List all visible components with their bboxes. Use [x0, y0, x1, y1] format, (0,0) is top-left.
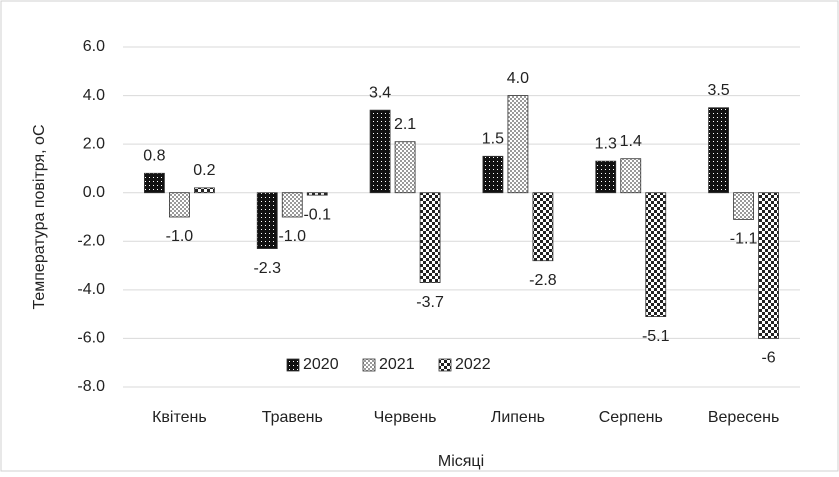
data-label: 4.0: [507, 70, 529, 87]
y-tick-label: 4.0: [83, 87, 105, 104]
data-label: -0.1: [303, 206, 331, 223]
bar: [708, 107, 729, 194]
x-tick-label: Травень: [262, 409, 323, 426]
legend-label: 2021: [379, 356, 415, 373]
bar: [169, 192, 190, 218]
data-label: 1.4: [620, 133, 642, 150]
bar: [194, 187, 215, 194]
bar: [306, 192, 328, 196]
data-label: -2.3: [253, 260, 281, 277]
bar: [144, 172, 165, 194]
bar: [482, 155, 504, 194]
x-tick-label: Червень: [374, 409, 437, 426]
y-tick-label: 6.0: [83, 38, 105, 55]
legend-swatch: [362, 358, 376, 372]
bar: [758, 192, 779, 339]
bar: [394, 141, 416, 194]
y-axis-title: Температура повітря, оС: [31, 124, 48, 309]
data-label: 0.2: [193, 162, 215, 179]
y-tick-label: -4.0: [77, 281, 105, 298]
bar: [532, 192, 554, 262]
data-label: -2.8: [529, 272, 557, 289]
data-label: -1.0: [278, 228, 306, 245]
legend-label: 2020: [303, 356, 339, 373]
y-tick-label: -6.0: [77, 330, 105, 347]
data-label: -1.1: [730, 231, 758, 248]
data-label: 3.5: [707, 82, 729, 99]
legend-swatch: [286, 358, 300, 372]
bar: [507, 95, 529, 194]
x-tick-label: Вересень: [708, 409, 779, 426]
bar: [281, 192, 303, 218]
bar: [620, 158, 642, 194]
bar: [256, 192, 278, 249]
data-label: 1.5: [482, 131, 504, 148]
legend-label: 2022: [455, 356, 491, 373]
bar: [419, 192, 441, 283]
y-tick-label: 2.0: [83, 135, 105, 152]
x-tick-label: Квітень: [152, 409, 207, 426]
data-label: -1.0: [166, 228, 194, 245]
y-tick-label: -2.0: [77, 233, 105, 250]
bar: [733, 192, 754, 220]
y-tick-label: 0.0: [83, 184, 105, 201]
y-tick-label: -8.0: [77, 378, 105, 395]
data-label: 0.8: [143, 148, 165, 165]
bar: [369, 109, 391, 194]
bar: [645, 192, 667, 317]
data-label: 3.4: [369, 84, 391, 101]
x-tick-label: Серпень: [599, 409, 663, 426]
data-label: -5.1: [642, 328, 670, 345]
data-label: -3.7: [416, 294, 444, 311]
x-axis-title: Місяці: [438, 453, 484, 470]
data-label: 2.1: [394, 116, 416, 133]
x-tick-label: Липень: [491, 409, 545, 426]
legend-swatch: [438, 358, 452, 372]
bar: [595, 160, 617, 194]
data-label: -6: [761, 350, 775, 367]
data-label: 1.3: [595, 135, 617, 152]
